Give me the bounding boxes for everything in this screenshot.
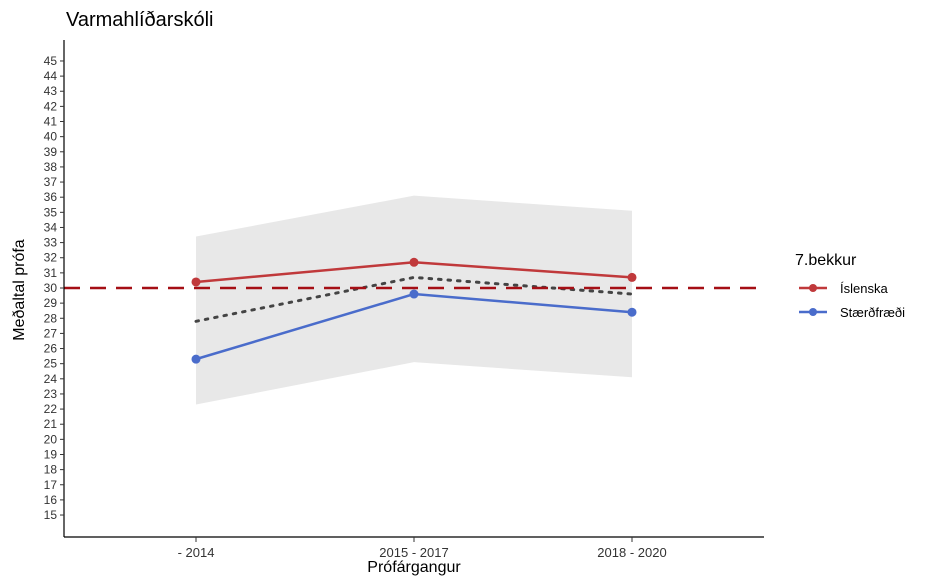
- x-tick-label: 2015 - 2017: [379, 545, 448, 560]
- x-tick-label: 2018 - 2020: [597, 545, 666, 560]
- y-tick-label: 26: [44, 342, 58, 356]
- y-tick-label: 37: [44, 175, 58, 189]
- y-tick-label: 40: [44, 130, 58, 144]
- series-0-point-0: [191, 277, 201, 287]
- y-tick-label: 42: [44, 99, 58, 113]
- y-tick-label: 33: [44, 236, 58, 250]
- series-1-point-0: [191, 354, 201, 364]
- y-tick-label: 44: [44, 69, 58, 83]
- y-tick-label: 31: [44, 266, 58, 280]
- y-tick-label: 38: [44, 160, 58, 174]
- y-axis-title: Meðaltal prófa: [11, 239, 28, 340]
- y-tick-label: 25: [44, 357, 58, 371]
- y-tick-label: 19: [44, 447, 58, 461]
- y-tick-label: 24: [44, 372, 58, 386]
- y-tick-label: 22: [44, 402, 58, 416]
- legend-title: 7.bekkur: [795, 252, 857, 269]
- y-tick-label: 41: [44, 115, 58, 129]
- y-tick-label: 21: [44, 417, 58, 431]
- plot-area: [64, 195, 764, 405]
- legend-label-1: Stærðfræði: [840, 305, 905, 320]
- y-tick-label: 34: [44, 220, 58, 234]
- y-tick-label: 32: [44, 251, 58, 265]
- y-tick-label: 35: [44, 205, 58, 219]
- y-tick-label: 29: [44, 296, 58, 310]
- national-average-line: [194, 275, 634, 323]
- y-tick-label: 36: [44, 190, 58, 204]
- y-tick-label: 27: [44, 326, 58, 340]
- series-1-point-1: [409, 289, 419, 299]
- legend-label-0: Íslenska: [840, 281, 888, 296]
- y-tick-label: 20: [44, 432, 58, 446]
- y-tick-label: 43: [44, 84, 58, 98]
- y-tick-label: 23: [44, 387, 58, 401]
- series-0-point-1: [409, 257, 419, 267]
- chart-title: Varmahlíðarskóli: [66, 9, 213, 31]
- legend-key-point-0: [809, 284, 817, 292]
- y-tick-label: 39: [44, 145, 58, 159]
- series-1-point-2: [627, 307, 637, 317]
- series-layer: [191, 257, 637, 364]
- x-axis-title: Prófárgangur: [367, 559, 461, 576]
- legend-key-point-1: [809, 308, 817, 316]
- y-tick-label: 45: [44, 54, 58, 68]
- y-tick-label: 30: [44, 281, 58, 295]
- y-tick-label: 28: [44, 311, 58, 325]
- x-tick-label: - 2014: [178, 545, 215, 560]
- y-tick-label: 15: [44, 508, 58, 522]
- y-tick-label: 17: [44, 478, 58, 492]
- legend: 7.bekkur Íslenska Stærðfræði: [795, 252, 905, 320]
- range-band: [196, 195, 632, 405]
- series-0-point-2: [627, 272, 637, 282]
- legend-items: Íslenska Stærðfræði: [799, 281, 905, 320]
- y-tick-label: 16: [44, 493, 58, 507]
- y-tick-label: 18: [44, 463, 58, 477]
- x-axis-ticks: - 2014 2015 - 2017 2018 - 2020: [178, 537, 667, 560]
